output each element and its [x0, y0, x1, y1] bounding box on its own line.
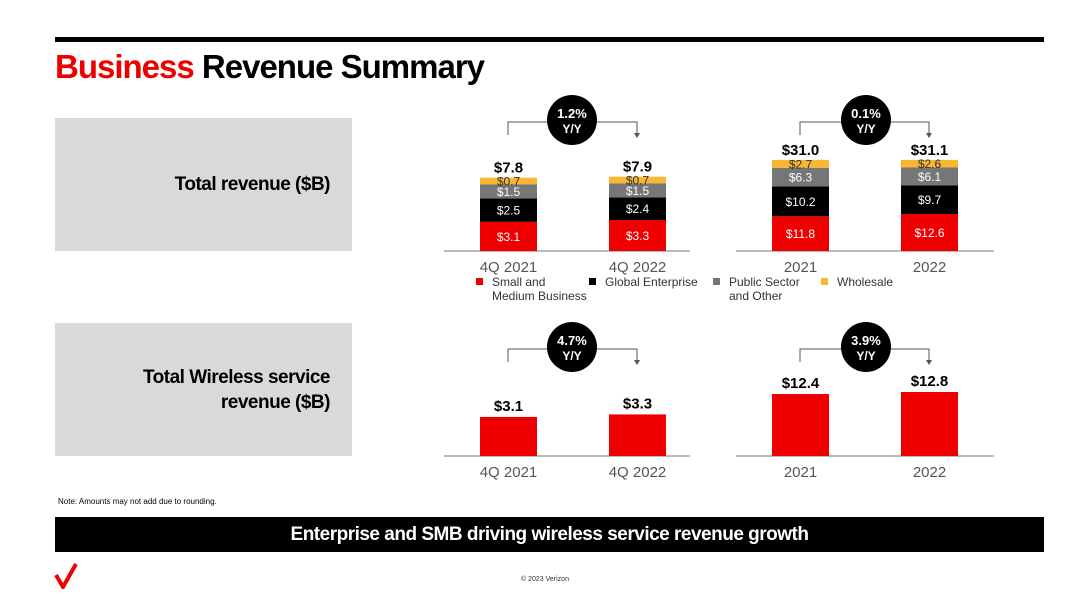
segment-label: $2.5 — [497, 204, 521, 218]
legend-label: Global Enterprise — [605, 275, 698, 289]
bar — [901, 392, 958, 456]
segment-label: $6.1 — [918, 170, 942, 184]
category-label: 4Q 2021 — [480, 259, 538, 276]
legend-label: Public Sector — [729, 275, 800, 289]
top-rule — [55, 37, 1044, 42]
total-revenue-panel: Total revenue ($B) — [55, 118, 352, 251]
bar-segment — [772, 186, 829, 217]
growth-unit: Y/Y — [856, 349, 875, 363]
bar-segment — [609, 197, 666, 220]
growth-badge — [841, 322, 891, 372]
growth-badge — [547, 322, 597, 372]
page-title: Business Revenue Summary — [55, 48, 485, 86]
segment-label: $3.3 — [626, 229, 650, 243]
segment-label: $9.7 — [918, 193, 942, 207]
segment-label: $0.7 — [497, 174, 521, 188]
total-label: $7.9 — [623, 159, 652, 176]
segment-label: $11.8 — [786, 227, 815, 241]
title-red: Business — [55, 48, 195, 85]
growth-value: 4.7% — [557, 333, 587, 348]
total-label: $31.1 — [911, 142, 949, 159]
total-label: $31.0 — [782, 142, 820, 159]
bar-segment — [772, 159, 829, 168]
segment-label: $3.1 — [497, 230, 521, 244]
segment-label: $1.5 — [497, 185, 521, 199]
bar-segment — [609, 219, 666, 251]
segment-label: $6.3 — [789, 171, 813, 185]
bar-segment — [901, 213, 958, 251]
category-label: 2021 — [784, 259, 817, 276]
bar-segment — [480, 221, 537, 251]
growth-badge — [841, 95, 891, 145]
value-label: $3.3 — [623, 395, 652, 412]
title-black: Revenue Summary — [201, 48, 485, 85]
segment-label: $10.2 — [785, 195, 815, 209]
bar-segment — [609, 176, 666, 184]
arrow-icon — [926, 360, 932, 365]
category-label: 4Q 2022 — [609, 259, 667, 276]
banner-text: Enterprise and SMB driving wireless serv… — [290, 523, 809, 545]
growth-unit: Y/Y — [562, 349, 581, 363]
bar-segment — [480, 177, 537, 185]
bar-segment — [772, 167, 829, 187]
growth-value: 1.2% — [557, 106, 587, 121]
arrow-icon — [926, 133, 932, 138]
segment-label: $2.6 — [918, 157, 942, 171]
value-label: $12.4 — [782, 375, 820, 392]
verizon-check-logo — [54, 563, 78, 589]
segment-label: $0.7 — [626, 174, 650, 188]
value-label: $3.1 — [494, 398, 523, 415]
segment-label: $2.4 — [626, 202, 650, 216]
legend-label: and Other — [729, 289, 782, 303]
category-label: 4Q 2021 — [480, 464, 538, 481]
bar — [772, 394, 829, 456]
growth-unit: Y/Y — [562, 122, 581, 136]
bar — [609, 414, 666, 456]
category-label: 2022 — [913, 464, 946, 481]
legend-label: Medium Business — [492, 289, 587, 303]
bar-segment — [480, 184, 537, 199]
category-label: 2021 — [784, 464, 817, 481]
growth-unit: Y/Y — [856, 122, 875, 136]
footnote: Note: Amounts may not add due to roundin… — [58, 497, 217, 506]
category-label: 2022 — [913, 259, 946, 276]
legend-label: Small and — [492, 275, 545, 289]
bar — [480, 416, 537, 456]
category-label: 4Q 2022 — [609, 464, 667, 481]
legend-swatch — [476, 278, 483, 285]
legend-label: Wholesale — [837, 275, 893, 289]
copyright: © 2023 Verizon — [521, 576, 569, 583]
bar-segment — [901, 159, 958, 168]
bar-segment — [772, 216, 829, 251]
total-label: $7.8 — [494, 160, 523, 177]
arrow-icon — [634, 360, 640, 365]
legend-swatch — [589, 278, 596, 285]
bar-segment — [901, 167, 958, 186]
growth-value: 0.1% — [851, 106, 881, 121]
wireless-revenue-panel: Total Wireless service revenue ($B) — [55, 323, 352, 456]
legend-swatch — [821, 278, 828, 285]
total-revenue-label: Total revenue ($B) — [174, 174, 331, 195]
wireless-label-2: revenue ($B) — [220, 391, 331, 413]
segment-label: $12.6 — [914, 226, 944, 240]
wireless-label-1: Total Wireless service — [142, 366, 331, 388]
bar-segment — [609, 183, 666, 198]
growth-value: 3.9% — [851, 333, 881, 348]
segment-label: $2.7 — [789, 157, 813, 171]
growth-badge — [547, 95, 597, 145]
bar-segment — [901, 185, 958, 214]
arrow-icon — [634, 133, 640, 138]
banner: Enterprise and SMB driving wireless serv… — [55, 517, 1044, 552]
legend-swatch — [713, 278, 720, 285]
segment-label: $1.5 — [626, 184, 650, 198]
value-label: $12.8 — [911, 373, 949, 390]
bar-segment — [480, 198, 537, 222]
